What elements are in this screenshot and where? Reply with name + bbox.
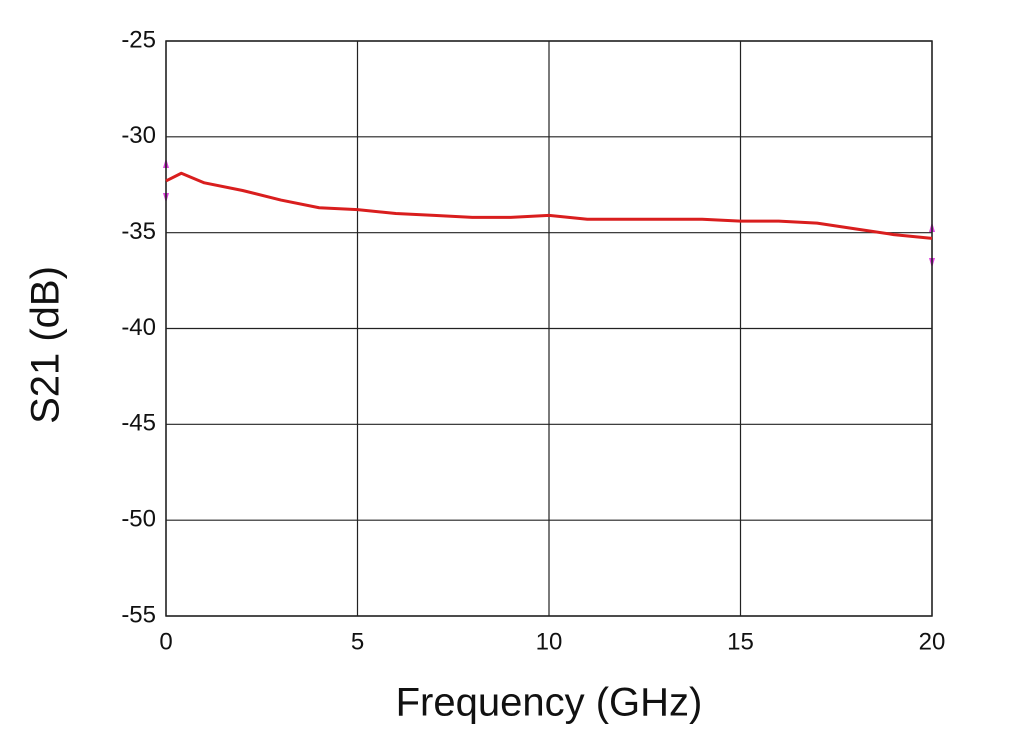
x-tick-label: 0: [159, 628, 172, 655]
x-tick-label: 10: [536, 628, 563, 655]
y-tick-label: -30: [121, 122, 156, 149]
x-axis-title: Frequency (GHz): [396, 681, 703, 725]
data-line: [165, 171, 933, 240]
x-tick-label: 5: [351, 628, 364, 655]
y-tick-label: -25: [121, 26, 156, 53]
plot-frame: [165, 40, 933, 617]
y-axis-title: S21 (dB): [24, 266, 68, 424]
x-tick-label: 20: [919, 628, 946, 655]
x-tick-label: 15: [727, 628, 754, 655]
y-tick-label: -55: [121, 601, 156, 628]
y-tick-label: -35: [121, 218, 156, 245]
y-tick-label: -45: [121, 410, 156, 437]
y-tick-label: -40: [121, 314, 156, 341]
y-tick-label: -50: [121, 506, 156, 533]
